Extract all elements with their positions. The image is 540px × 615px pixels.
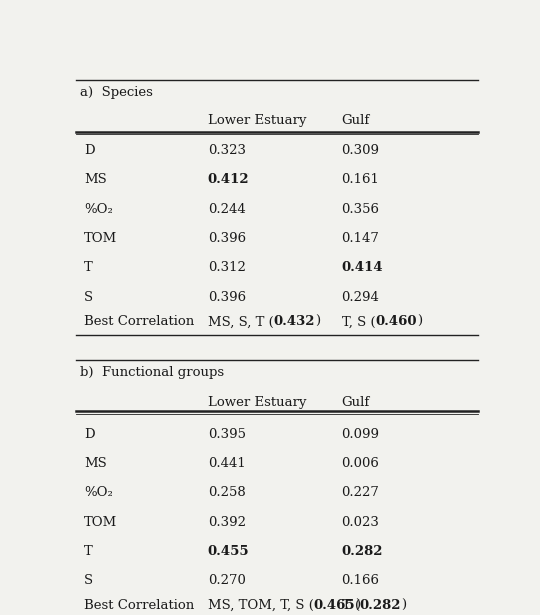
Text: 0.455: 0.455 bbox=[208, 545, 249, 558]
Text: MS: MS bbox=[84, 173, 107, 186]
Text: TOM: TOM bbox=[84, 515, 118, 529]
Text: b)  Functional groups: b) Functional groups bbox=[80, 366, 224, 379]
Text: 0.460: 0.460 bbox=[375, 315, 417, 328]
Text: 0.395: 0.395 bbox=[208, 427, 246, 440]
Text: S: S bbox=[84, 574, 93, 587]
Text: 0.023: 0.023 bbox=[342, 515, 380, 529]
Text: 0.270: 0.270 bbox=[208, 574, 246, 587]
Text: 0.244: 0.244 bbox=[208, 202, 246, 216]
Text: 0.099: 0.099 bbox=[342, 427, 380, 440]
Text: 0.309: 0.309 bbox=[342, 144, 380, 157]
Text: T, S (: T, S ( bbox=[342, 315, 375, 328]
Text: %O₂: %O₂ bbox=[84, 202, 113, 216]
Text: 0.161: 0.161 bbox=[342, 173, 380, 186]
Text: a)  Species: a) Species bbox=[80, 85, 153, 98]
Text: 0.006: 0.006 bbox=[342, 457, 380, 470]
Text: ): ) bbox=[315, 315, 320, 328]
Text: T: T bbox=[84, 261, 93, 274]
Text: 0.294: 0.294 bbox=[342, 291, 380, 304]
Text: D: D bbox=[84, 427, 95, 440]
Text: ): ) bbox=[401, 599, 407, 612]
Text: Best Correlation: Best Correlation bbox=[84, 315, 194, 328]
Text: MS, TOM, T, S (: MS, TOM, T, S ( bbox=[208, 599, 314, 612]
Text: 0.396: 0.396 bbox=[208, 291, 246, 304]
Text: %O₂: %O₂ bbox=[84, 486, 113, 499]
Text: Gulf: Gulf bbox=[342, 396, 370, 409]
Text: MS, S, T (: MS, S, T ( bbox=[208, 315, 273, 328]
Text: 0.258: 0.258 bbox=[208, 486, 246, 499]
Text: 0.465: 0.465 bbox=[314, 599, 355, 612]
Text: 0.147: 0.147 bbox=[342, 232, 380, 245]
Text: Lower Estuary: Lower Estuary bbox=[208, 396, 306, 409]
Text: 0.227: 0.227 bbox=[342, 486, 380, 499]
Text: 0.396: 0.396 bbox=[208, 232, 246, 245]
Text: T (: T ( bbox=[342, 599, 360, 612]
Text: S: S bbox=[84, 291, 93, 304]
Text: Best Correlation: Best Correlation bbox=[84, 599, 194, 612]
Text: MS: MS bbox=[84, 457, 107, 470]
Text: ): ) bbox=[355, 599, 360, 612]
Text: ): ) bbox=[417, 315, 422, 328]
Text: TOM: TOM bbox=[84, 232, 118, 245]
Text: 0.392: 0.392 bbox=[208, 515, 246, 529]
Text: 0.312: 0.312 bbox=[208, 261, 246, 274]
Text: 0.414: 0.414 bbox=[342, 261, 383, 274]
Text: Lower Estuary: Lower Estuary bbox=[208, 114, 306, 127]
Text: 0.282: 0.282 bbox=[360, 599, 401, 612]
Text: 0.166: 0.166 bbox=[342, 574, 380, 587]
Text: T: T bbox=[84, 545, 93, 558]
Text: Gulf: Gulf bbox=[342, 114, 370, 127]
Text: 0.441: 0.441 bbox=[208, 457, 246, 470]
Text: 0.432: 0.432 bbox=[273, 315, 315, 328]
Text: D: D bbox=[84, 144, 95, 157]
Text: 0.282: 0.282 bbox=[342, 545, 383, 558]
Text: 0.356: 0.356 bbox=[342, 202, 380, 216]
Text: 0.323: 0.323 bbox=[208, 144, 246, 157]
Text: 0.412: 0.412 bbox=[208, 173, 249, 186]
